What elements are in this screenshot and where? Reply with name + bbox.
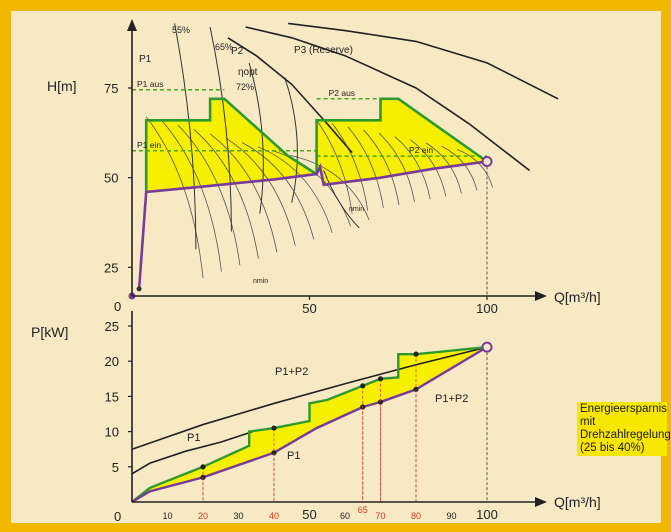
q-tick-label-bottom: 60 bbox=[340, 511, 350, 521]
marked-point bbox=[200, 464, 206, 470]
p-axis-label: P[kW] bbox=[31, 324, 68, 340]
setpoint-label: P2 ein bbox=[409, 145, 433, 155]
speed-label: nmin bbox=[253, 278, 268, 285]
speed-curve bbox=[378, 132, 415, 203]
speed-curve bbox=[425, 142, 462, 194]
q-tick-label-top: 50 bbox=[302, 301, 316, 316]
p-tick-label: 5 bbox=[112, 460, 119, 475]
speed-curve bbox=[225, 137, 296, 246]
series-label-p1-upper: P1 bbox=[187, 432, 200, 444]
h-tick-label: 25 bbox=[104, 260, 118, 275]
setpoint-label: P1 aus bbox=[137, 79, 163, 89]
speed-curve bbox=[316, 120, 353, 214]
pump-label-p3: P3 (Reserve) bbox=[294, 45, 353, 56]
efficiency-curve bbox=[248, 62, 264, 214]
speed-curve bbox=[209, 133, 278, 253]
q-tick-label-bottom: 40 bbox=[269, 511, 279, 521]
q-tick-label-bottom: 0 bbox=[114, 509, 121, 523]
q-tick-label-bottom: 50 bbox=[302, 507, 316, 522]
q-tick-label-bottom: 80 bbox=[411, 511, 421, 521]
efficiency-curve bbox=[209, 26, 232, 232]
series-label-p1p2-upper: P1+P2 bbox=[275, 366, 308, 378]
speed-label: nmin bbox=[349, 206, 364, 213]
p-tick-label: 25 bbox=[105, 319, 119, 334]
q-tick-label-bottom: 30 bbox=[233, 511, 243, 521]
speed-curve bbox=[363, 129, 400, 205]
savings-annotation: Energieersparnis mit Drehzahlregelung (2… bbox=[577, 402, 671, 456]
series-label-p1p2-lower: P1+P2 bbox=[435, 393, 468, 405]
speed-curve bbox=[257, 146, 333, 233]
h-axis-label: H[m] bbox=[47, 78, 77, 94]
q-axis-arrow-top bbox=[535, 291, 547, 301]
p-tick-label: 15 bbox=[105, 389, 119, 404]
pump-curve bbox=[227, 37, 353, 154]
speed-curve bbox=[331, 123, 369, 211]
savings-area-power bbox=[132, 347, 487, 502]
speed-curve bbox=[289, 155, 370, 221]
marked-point bbox=[360, 383, 366, 389]
speed-curve bbox=[394, 136, 431, 200]
speed-curve bbox=[410, 139, 447, 197]
q-tick-label-bottom: 100 bbox=[476, 507, 498, 522]
efficiency-label: 55% bbox=[172, 25, 190, 35]
speed-curve bbox=[457, 148, 494, 188]
speed-curve-family bbox=[145, 116, 494, 279]
setpoint-label: P1 ein bbox=[137, 140, 161, 150]
h-tick-label: 50 bbox=[104, 171, 118, 186]
pump-curve bbox=[245, 26, 531, 172]
q-tick-label-top: 100 bbox=[476, 301, 498, 316]
p-tick-label: 10 bbox=[105, 425, 119, 440]
marked-point bbox=[413, 351, 419, 357]
power-controlled-line bbox=[131, 346, 488, 504]
h-tick-label: 75 bbox=[104, 81, 118, 96]
pump-label-p1: P1 bbox=[139, 54, 152, 65]
marked-point bbox=[377, 376, 384, 382]
q-tick-label-top: 0 bbox=[114, 299, 121, 314]
pump-curve bbox=[288, 22, 559, 100]
speed-curve bbox=[347, 126, 384, 208]
power-envelope-line bbox=[131, 345, 488, 503]
efficiency-label: ηopt bbox=[238, 67, 258, 78]
chart-panel: H[m] Q[m³/h] 25 50 75 0 50 100 P1 P2 P3 (Reserve) 5… bbox=[11, 11, 671, 523]
q-tick-label-highlight: 65 bbox=[358, 505, 368, 515]
power-curve-p1-upper bbox=[131, 430, 253, 475]
marked-point bbox=[271, 425, 277, 431]
q-axis-arrow-bottom bbox=[535, 497, 547, 507]
power-curve-p1p2-upper bbox=[131, 346, 488, 450]
system-start-marker bbox=[136, 286, 142, 292]
q-axis-label-top: Q[m³/h] bbox=[554, 289, 601, 305]
marked-point bbox=[271, 450, 277, 456]
efficiency-label: 72% bbox=[236, 82, 254, 92]
savings-area-head bbox=[146, 98, 487, 192]
q-axis-label-bottom: Q[m³/h] bbox=[554, 494, 601, 510]
pump-label-p2: P2 bbox=[231, 46, 244, 57]
system-curve-line bbox=[137, 160, 488, 289]
end-point-marker-power bbox=[481, 341, 493, 353]
q-tick-label-bottom: 90 bbox=[446, 511, 456, 521]
efficiency-curve bbox=[174, 23, 197, 250]
marked-point bbox=[377, 399, 384, 405]
control-envelope-line bbox=[144, 97, 488, 192]
q-tick-label-bottom: 10 bbox=[162, 511, 172, 521]
p-tick-label: 20 bbox=[105, 354, 119, 369]
q-tick-label-bottom: 70 bbox=[375, 511, 385, 521]
series-label-p1-lower: P1 bbox=[287, 450, 300, 462]
q-tick-label-bottom: 20 bbox=[198, 511, 208, 521]
efficiency-curve bbox=[323, 170, 360, 229]
setpoint-label: P2 aus bbox=[329, 88, 355, 98]
efficiency-label: 65% bbox=[215, 42, 233, 52]
h-axis-arrow bbox=[127, 19, 137, 31]
speed-curve bbox=[241, 142, 315, 240]
end-point-marker bbox=[481, 156, 493, 168]
efficiency-curve bbox=[284, 77, 298, 203]
